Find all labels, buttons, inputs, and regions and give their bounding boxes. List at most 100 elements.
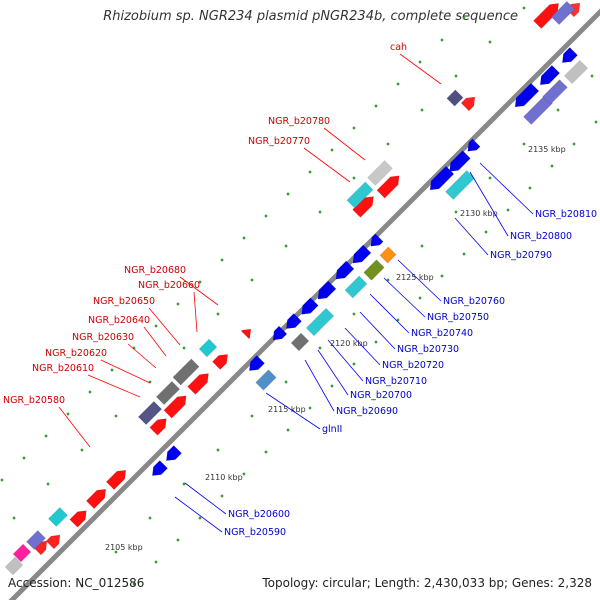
gene-arrow[interactable] — [85, 485, 109, 510]
gene-arrow[interactable] — [48, 507, 68, 527]
gene-shape[interactable] — [305, 307, 335, 337]
gene-label-reverse[interactable]: NGR_b20740 — [411, 328, 473, 339]
gene-arrow[interactable] — [536, 64, 561, 88]
gene-shape[interactable] — [187, 370, 213, 395]
gene-shape[interactable] — [290, 332, 310, 352]
gene-shape[interactable] — [542, 79, 568, 105]
gene-shape[interactable] — [346, 181, 374, 209]
gene-arrow[interactable] — [445, 170, 475, 200]
gene-arrow[interactable] — [187, 370, 213, 395]
gene-arrow[interactable] — [298, 297, 319, 319]
gene-shape[interactable] — [212, 350, 231, 370]
gene-shape[interactable] — [162, 445, 182, 464]
gene-label-reverse[interactable]: NGR_b20790 — [490, 250, 552, 261]
gene-shape[interactable] — [45, 531, 64, 550]
gene-arrow[interactable] — [446, 89, 464, 107]
gene-arrow[interactable] — [344, 275, 368, 299]
gene-label-reverse[interactable]: NGR_b20710 — [365, 376, 427, 387]
gene-arrow[interactable] — [163, 392, 190, 419]
gene-arrow[interactable] — [367, 233, 384, 250]
gene-label-forward[interactable]: NGR_b20650 — [93, 296, 155, 307]
gene-shape[interactable] — [163, 392, 190, 419]
gene-shape[interactable] — [426, 165, 455, 194]
gene-label-forward[interactable]: NGR_b20610 — [32, 363, 94, 374]
gene-shape[interactable] — [446, 89, 464, 107]
gene-arrow[interactable] — [148, 460, 168, 479]
gene-arrow[interactable] — [255, 369, 277, 391]
gene-arrow[interactable] — [523, 95, 553, 125]
gene-label-forward[interactable]: NGR_b20680 — [124, 265, 186, 276]
gene-arrow[interactable] — [533, 0, 563, 29]
gene-arrow[interactable] — [332, 260, 355, 283]
gene-shape[interactable] — [12, 543, 32, 563]
gene-arrow[interactable] — [464, 138, 481, 155]
gene-label-reverse[interactable]: glnII — [322, 424, 342, 435]
gene-arrow[interactable] — [12, 543, 32, 563]
gene-arrow[interactable] — [172, 358, 200, 386]
gene-arrow[interactable] — [240, 325, 254, 340]
gene-shape[interactable] — [379, 246, 397, 264]
gene-shape[interactable] — [85, 485, 109, 510]
gene-shape[interactable] — [349, 244, 372, 267]
gene-arrow[interactable] — [446, 150, 471, 176]
gene-arrow[interactable] — [305, 307, 335, 337]
gene-arrow[interactable] — [542, 79, 568, 105]
gene-arrow[interactable] — [376, 172, 403, 199]
gene-shape[interactable] — [155, 380, 181, 406]
gene-shape[interactable] — [446, 150, 471, 176]
gene-shape[interactable] — [536, 64, 561, 88]
gene-shape[interactable] — [445, 170, 475, 200]
gene-arrow[interactable] — [162, 445, 182, 464]
gene-shape[interactable] — [367, 160, 393, 186]
gene-label-reverse[interactable]: NGR_b20590 — [224, 527, 286, 538]
gene-shape[interactable] — [523, 95, 553, 125]
gene-arrow[interactable] — [137, 400, 163, 426]
gene-label-reverse[interactable]: NGR_b20600 — [228, 509, 290, 520]
gene-arrow[interactable] — [563, 59, 589, 85]
gene-shape[interactable] — [198, 338, 218, 358]
gene-arrow[interactable] — [349, 244, 372, 267]
gene-arrow[interactable] — [379, 246, 397, 264]
gene-label-forward[interactable]: NGR_b20640 — [88, 315, 150, 326]
gene-arrow[interactable] — [282, 313, 302, 332]
gene-label-reverse[interactable]: NGR_b20700 — [350, 390, 412, 401]
gene-arrow[interactable] — [105, 466, 129, 491]
gene-shape[interactable] — [363, 259, 385, 281]
gene-shape[interactable] — [563, 59, 589, 85]
gene-shape[interactable] — [298, 297, 319, 319]
gene-shape[interactable] — [48, 507, 68, 527]
gene-label-reverse[interactable]: NGR_b20760 — [443, 296, 505, 307]
gene-label-reverse[interactable]: NGR_b20730 — [397, 344, 459, 355]
gene-arrow[interactable] — [511, 82, 540, 111]
gene-shape[interactable] — [245, 355, 265, 374]
gene-shape[interactable] — [255, 369, 277, 391]
gene-shape[interactable] — [464, 138, 481, 155]
gene-arrow[interactable] — [346, 181, 374, 209]
gene-shape[interactable] — [460, 93, 479, 112]
gene-label-reverse[interactable]: NGR_b20810 — [535, 209, 597, 220]
gene-shape[interactable] — [137, 400, 163, 426]
gene-shape[interactable] — [240, 325, 254, 340]
gene-arrow[interactable] — [245, 355, 265, 374]
gene-arrow[interactable] — [426, 165, 455, 194]
gene-label-forward[interactable]: NGR_b20620 — [45, 348, 107, 359]
gene-shape[interactable] — [344, 275, 368, 299]
gene-label-forward[interactable]: cah — [390, 42, 407, 53]
gene-shape[interactable] — [367, 233, 384, 250]
gene-arrow[interactable] — [69, 507, 91, 528]
gene-label-forward[interactable]: NGR_b20780 — [268, 116, 330, 127]
gene-shape[interactable] — [4, 556, 24, 576]
gene-arrow[interactable] — [290, 332, 310, 352]
gene-label-forward[interactable]: NGR_b20630 — [72, 332, 134, 343]
gene-shape[interactable] — [26, 530, 46, 550]
gene-arrow[interactable] — [558, 47, 578, 66]
gene-shape[interactable] — [172, 358, 200, 386]
gene-label-reverse[interactable]: NGR_b20690 — [336, 406, 398, 417]
gene-arrow[interactable] — [269, 325, 288, 344]
gene-arrow[interactable] — [367, 160, 393, 186]
gene-arrow[interactable] — [212, 350, 231, 370]
gene-arrow[interactable] — [26, 530, 46, 550]
gene-arrow[interactable] — [314, 280, 337, 303]
gene-label-reverse[interactable]: NGR_b20750 — [427, 312, 489, 323]
